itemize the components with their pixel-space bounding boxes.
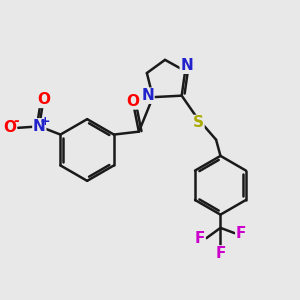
Text: F: F [195,231,205,246]
Text: -: - [13,114,19,128]
Text: S: S [193,116,204,130]
Text: O: O [37,92,50,107]
Text: O: O [127,94,140,109]
Text: N: N [33,119,46,134]
Text: N: N [180,58,193,73]
Text: O: O [3,120,16,135]
Text: N: N [141,88,154,103]
Text: F: F [215,246,226,261]
Text: F: F [236,226,246,241]
Text: +: + [39,115,50,128]
